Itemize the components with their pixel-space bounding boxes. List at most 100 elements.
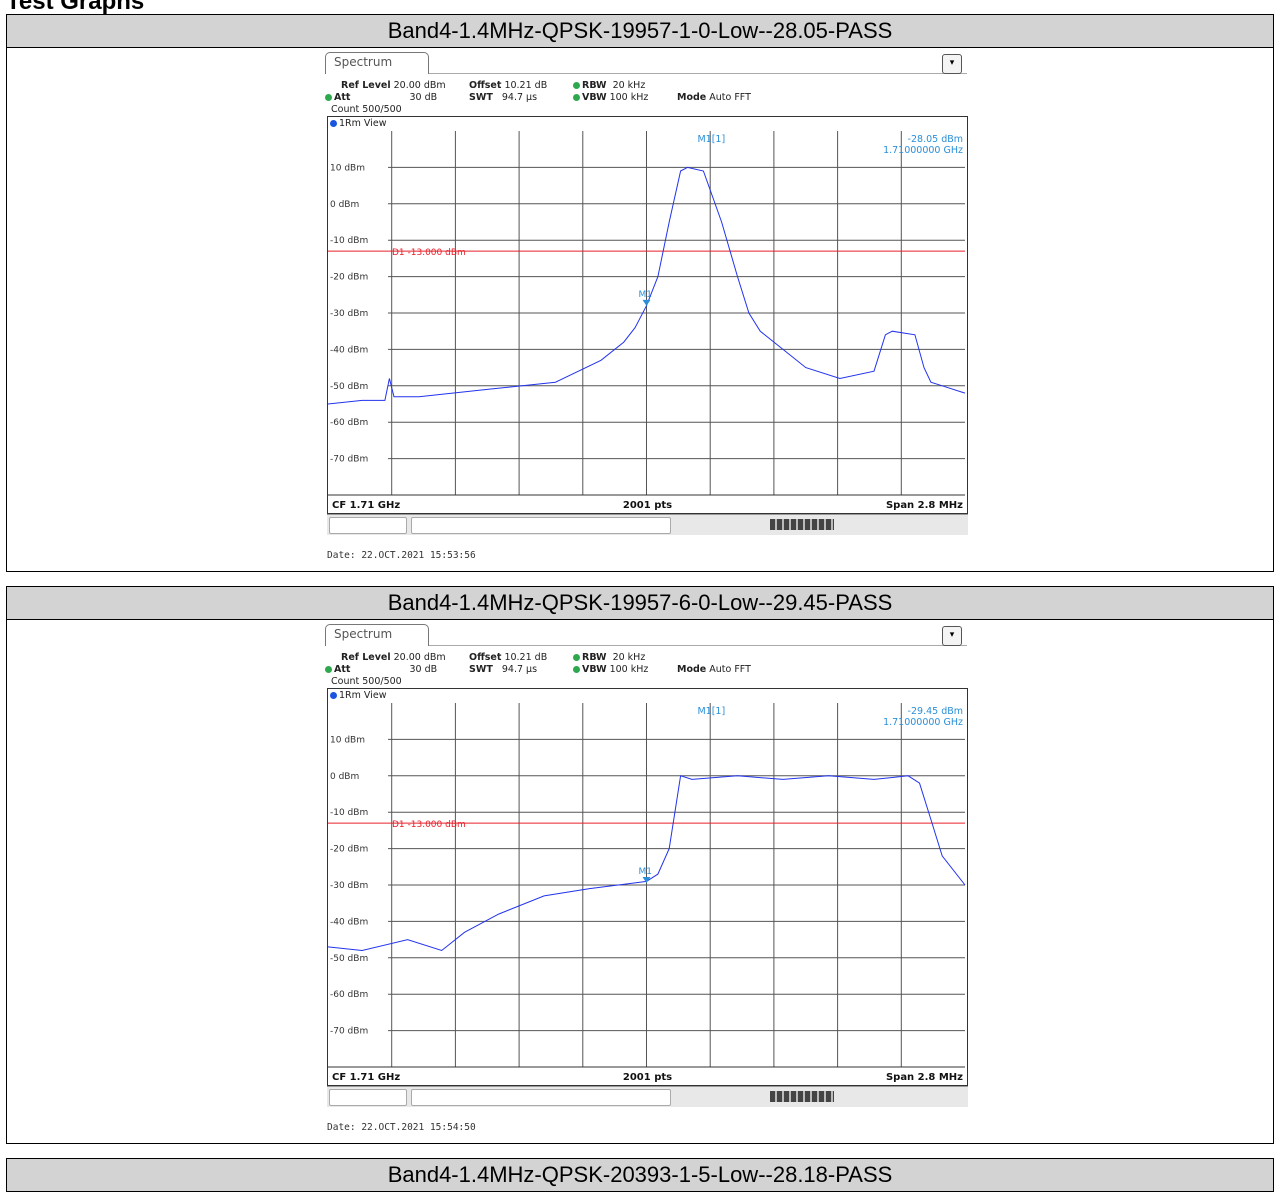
menu-icon[interactable]: ▾ xyxy=(942,626,962,646)
att-value: 30 dB xyxy=(409,664,438,675)
info-offset: Offset 10.21 dB xyxy=(469,80,547,91)
panel-header-3: Band4-1.4MHz-QPSK-20393-1-5-Low--28.18-P… xyxy=(6,1158,1274,1192)
status-dot-icon xyxy=(573,82,580,89)
marker-tag: M1 xyxy=(639,867,653,877)
att-label: Att xyxy=(334,92,351,103)
info-mode: Mode Auto FFT xyxy=(677,92,751,103)
marker-triangle xyxy=(642,876,651,883)
count-label: Count 500/500 xyxy=(331,104,402,115)
section-title: Test Graphs xyxy=(6,0,145,15)
spectrum-tab[interactable]: Spectrum xyxy=(325,52,429,74)
rbw-value: 20 kHz xyxy=(612,80,646,91)
panel-header-1: Band4-1.4MHz-QPSK-19957-1-0-Low--28.05-P… xyxy=(6,14,1274,48)
y-tick-label: -20 dBm xyxy=(330,845,368,855)
date-stamp: Date: 22.OCT.2021 15:53:56 xyxy=(327,550,476,561)
rbw-label: RBW xyxy=(582,652,607,663)
status-field-2[interactable] xyxy=(411,517,671,534)
status-dot-icon xyxy=(573,654,580,661)
pts-label: 2001 pts xyxy=(623,1072,672,1083)
y-tick-label: -10 dBm xyxy=(330,236,368,246)
info-swt: SWT 94.7 µs xyxy=(469,664,537,675)
y-tick-label: -30 dBm xyxy=(330,309,368,319)
y-tick-label: 0 dBm xyxy=(330,772,359,782)
marker-level: -29.45 dBm xyxy=(908,706,963,717)
spectrum-plot-2: 10 dBm 0 dBm -10 dBm -20 dBm -30 dBm -40 dBm -… xyxy=(328,703,966,1083)
offset-value: 10.21 dB xyxy=(504,652,548,663)
plot-frame: 1Rm View 10 dBm 0 dBm -10 dBm -20 dBm -30 dB… xyxy=(327,688,968,1086)
rbw-value: 20 kHz xyxy=(612,652,646,663)
y-tick-label: -60 dBm xyxy=(330,990,368,1000)
info-rbw: RBW 20 kHz xyxy=(573,652,645,663)
menu-icon[interactable]: ▾ xyxy=(942,54,962,74)
mode-value: Auto FFT xyxy=(709,92,751,103)
ref-level-label: Ref Level xyxy=(341,652,391,663)
spectrum-screenshot-2: Spectrum ▾ Ref Level 20.00 dBm Offset 10… xyxy=(325,624,973,1142)
status-bar xyxy=(327,514,968,535)
y-tick-label: -50 dBm xyxy=(330,954,368,964)
y-tick-label: 10 dBm xyxy=(330,735,365,745)
ref-level-value: 20.00 dBm xyxy=(393,652,446,663)
marker-triangle xyxy=(642,299,651,306)
y-tick-label: -60 dBm xyxy=(330,418,368,428)
trace-dot-icon xyxy=(330,120,337,127)
marker-name: M1[1] xyxy=(697,706,725,717)
y-tick-label: 0 dBm xyxy=(330,200,359,210)
status-field-1[interactable] xyxy=(329,1089,407,1106)
info-offset: Offset 10.21 dB xyxy=(469,652,547,663)
trace-line xyxy=(328,775,966,952)
y-tick-label: -40 dBm xyxy=(330,917,368,927)
span-label: Span 2.8 MHz xyxy=(886,1072,963,1083)
tab-underline xyxy=(429,73,967,74)
marker-tag: M1 xyxy=(639,290,653,300)
status-field-1[interactable] xyxy=(329,517,407,534)
marker-name: M1[1] xyxy=(697,134,725,145)
y-tick-label: -20 dBm xyxy=(330,273,368,283)
swt-value: 94.7 µs xyxy=(501,664,538,675)
ref-level-value: 20.00 dBm xyxy=(393,80,446,91)
progress-indicator xyxy=(770,519,834,530)
y-tick-label: -50 dBm xyxy=(330,382,368,392)
offset-label: Offset xyxy=(469,652,502,663)
mode-label: Mode xyxy=(677,664,707,675)
cf-label: CF 1.71 GHz xyxy=(332,500,400,511)
swt-value: 94.7 µs xyxy=(501,92,538,103)
y-tick-label: -70 dBm xyxy=(330,455,368,465)
status-dot-icon xyxy=(573,94,580,101)
offset-value: 10.21 dB xyxy=(504,80,548,91)
view-text: 1Rm View xyxy=(339,690,387,701)
status-field-2[interactable] xyxy=(411,1089,671,1106)
limit-line-label: D1 -13.000 dBm xyxy=(392,820,466,830)
y-tick-label: 10 dBm xyxy=(330,163,365,173)
marker-freq: 1.71000000 GHz xyxy=(883,145,963,156)
info-vbw: VBW 100 kHz xyxy=(573,664,648,675)
span-label: Span 2.8 MHz xyxy=(886,500,963,511)
view-label: 1Rm View xyxy=(330,118,386,129)
panel-body-2: Spectrum ▾ Ref Level 20.00 dBm Offset 10… xyxy=(6,620,1274,1144)
info-vbw: VBW 100 kHz xyxy=(573,92,648,103)
swt-label: SWT xyxy=(469,92,493,103)
info-rbw: RBW 20 kHz xyxy=(573,80,645,91)
panel-header-2: Band4-1.4MHz-QPSK-19957-6-0-Low--29.45-P… xyxy=(6,586,1274,620)
spectrum-screenshot-1: Spectrum ▾ Ref Level 20.00 dBm Offset 10… xyxy=(325,52,973,570)
info-att: Att 30 dB xyxy=(325,664,437,675)
status-dot-icon xyxy=(325,666,332,673)
marker-level: -28.05 dBm xyxy=(908,134,963,145)
info-att: Att 30 dB xyxy=(325,92,437,103)
att-label: Att xyxy=(334,664,351,675)
y-tick-label: -10 dBm xyxy=(330,808,368,818)
y-tick-label: -30 dBm xyxy=(330,881,368,891)
info-line-1: Ref Level 20.00 dBm xyxy=(341,652,446,663)
trace-dot-icon xyxy=(330,692,337,699)
pts-label: 2001 pts xyxy=(623,500,672,511)
count-label: Count 500/500 xyxy=(331,676,402,687)
info-line-1: Ref Level 20.00 dBm xyxy=(341,80,446,91)
offset-label: Offset xyxy=(469,80,502,91)
vbw-label: VBW xyxy=(582,92,607,103)
swt-label: SWT xyxy=(469,664,493,675)
tab-underline xyxy=(429,645,967,646)
vbw-label: VBW xyxy=(582,664,607,675)
spectrum-tab[interactable]: Spectrum xyxy=(325,624,429,646)
vbw-value: 100 kHz xyxy=(609,92,649,103)
status-dot-icon xyxy=(573,666,580,673)
spectrum-plot-1: 10 dBm 0 dBm -10 dBm -20 dBm -30 dBm -40 dBm -… xyxy=(328,131,966,511)
